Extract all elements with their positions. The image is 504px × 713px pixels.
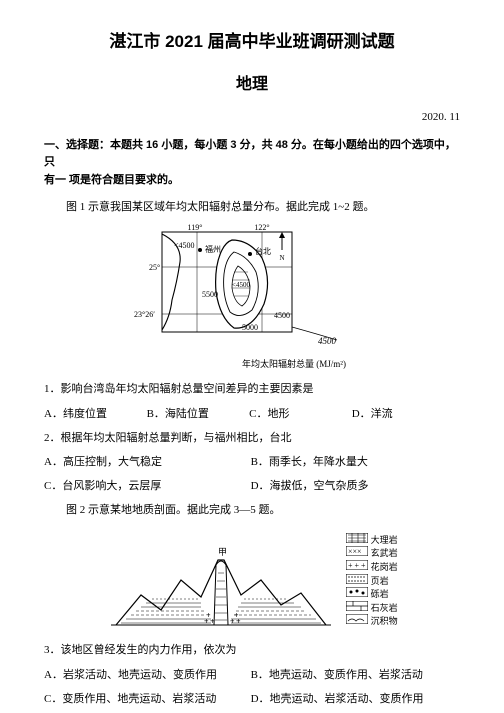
q1-opt-a: A．纬度位置 bbox=[44, 405, 144, 424]
legend-yeyan: 页岩 bbox=[346, 574, 397, 588]
contour-b: 5500 bbox=[202, 290, 218, 299]
contour-e: <4500 bbox=[232, 281, 250, 289]
q3-opt-b: B．地壳运动、变质作用、岩浆活动 bbox=[251, 666, 455, 685]
contour-c: 5000 bbox=[242, 323, 258, 332]
q3-opt-d: D．地壳运动、岩浆活动、变质作用 bbox=[251, 690, 455, 709]
svg-text:+ + +: + + + bbox=[348, 561, 366, 570]
exam-subject: 地理 bbox=[44, 71, 460, 98]
section-heading-line2: 有一 项是符合题目要求的。 bbox=[44, 174, 179, 186]
q3-options-row1: A．岩浆活动、地壳运动、变质作用 B．地壳运动、变质作用、岩浆活动 bbox=[44, 666, 460, 685]
q3-opt-a: A．岩浆活动、地壳运动、变质作用 bbox=[44, 666, 248, 685]
q2-opt-c: C．台风影响大，云层厚 bbox=[44, 477, 248, 496]
section-heading: 一、选择题：本题共 16 小题，每小题 3 分，共 48 分。在每小题给出的四个… bbox=[44, 137, 460, 190]
svg-text:4500: 4500 bbox=[318, 336, 337, 346]
figure-2-wrap: 甲 ++ ++ ++ bbox=[44, 525, 460, 635]
section-heading-line1: 一、选择题：本题共 16 小题，每小题 3 分，共 48 分。在每小题给出的四个… bbox=[44, 139, 456, 169]
q2-options-row2: C．台风影响大，云层厚 D．海拔低，空气杂质多 bbox=[44, 477, 460, 496]
svg-text:+: + bbox=[210, 617, 215, 626]
city-taipei: 台北 bbox=[255, 246, 271, 256]
question-3: 3．该地区曾经发生的内力作用，依次为 bbox=[44, 641, 460, 660]
q2-options-row1: A．高压控制，大气稳定 B．雨季长，年降水量大 bbox=[44, 453, 460, 472]
contour-d: 4500 bbox=[274, 311, 290, 320]
q1-opt-c: C．地形 bbox=[249, 405, 349, 424]
lon-left: 119° bbox=[188, 223, 203, 232]
city-fuzhou: 福州 bbox=[205, 245, 221, 254]
svg-text:N: N bbox=[279, 254, 284, 262]
intro-paragraph-1: 图 1 示意我国某区域年均太阳辐射总量分布。据此完成 1~2 题。 bbox=[44, 198, 460, 217]
q2-opt-a: A．高压控制，大气稳定 bbox=[44, 453, 248, 472]
lat-top: 25° bbox=[149, 263, 160, 272]
q1-options: A．纬度位置 B．海陆位置 C．地形 D．洋流 bbox=[44, 405, 460, 424]
figure-2-legend: 大理岩 ××× 玄武岩 + + + 花岗岩 页岩 砾岩 石灰岩 沉积物 bbox=[346, 533, 397, 628]
exam-title: 湛江市 2021 届高中毕业班调研测试题 bbox=[44, 28, 460, 57]
question-2: 2．根据年均太阳辐射总量判断，与福州相比，台北 bbox=[44, 429, 460, 448]
legend-liyan: 砾岩 bbox=[346, 587, 397, 601]
q3-opt-c: C．变质作用、地壳运动、岩浆活动 bbox=[44, 690, 248, 709]
lon-right: 122° bbox=[254, 223, 269, 232]
q2-opt-b: B．雨季长，年降水量大 bbox=[251, 453, 455, 472]
contour-a: <4500 bbox=[174, 241, 195, 250]
legend-huagang: + + + 花岗岩 bbox=[346, 560, 397, 574]
svg-text:+: + bbox=[206, 611, 211, 620]
map-svg: N 福州 台北 <4500 5500 5000 4500 <4500 119° … bbox=[122, 222, 382, 372]
q3-options-row2: C．变质作用、地壳运动、岩浆活动 D．地壳运动、岩浆活动、变质作用 bbox=[44, 690, 460, 709]
legend-chenji: 沉积物 bbox=[346, 614, 397, 628]
question-1: 1．影响台湾岛年均太阳辐射总量空间差异的主要因素是 bbox=[44, 380, 460, 399]
map-legend-unit: 年均太阳辐射总量 (MJ/m²) bbox=[242, 358, 346, 369]
q1-opt-d: D．洋流 bbox=[352, 405, 452, 424]
q2-opt-d: D．海拔低，空气杂质多 bbox=[251, 477, 455, 496]
legend-dali: 大理岩 bbox=[346, 533, 397, 547]
cross-section-svg: 甲 ++ ++ ++ bbox=[106, 525, 336, 635]
svg-text:+: + bbox=[234, 611, 239, 620]
legend-xuanwu: ××× 玄武岩 bbox=[346, 546, 397, 560]
intro-paragraph-2: 图 2 示意某地地质剖面。据此完成 3—5 题。 bbox=[44, 501, 460, 520]
q1-opt-b: B．海陆位置 bbox=[147, 405, 247, 424]
lat-bot: 23°26′ bbox=[134, 310, 155, 319]
svg-text:甲: 甲 bbox=[218, 547, 227, 557]
svg-text:×××: ××× bbox=[348, 547, 362, 556]
exam-date: 2020. 11 bbox=[44, 108, 460, 127]
legend-shihuiyan: 石灰岩 bbox=[346, 601, 397, 615]
figure-1-map: N 福州 台北 <4500 5500 5000 4500 <4500 119° … bbox=[44, 222, 460, 372]
